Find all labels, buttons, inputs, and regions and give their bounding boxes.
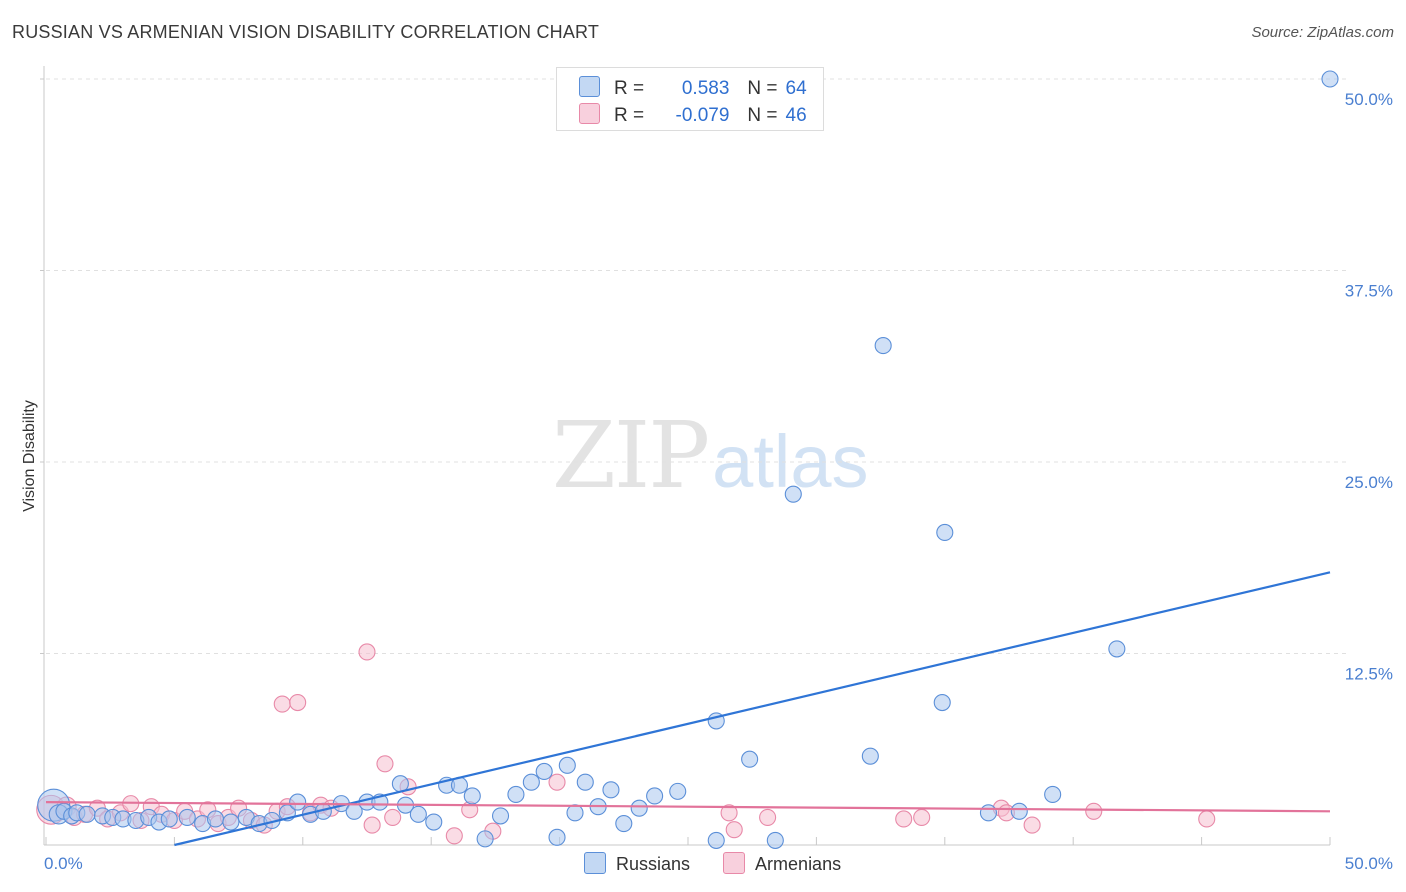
- point-russians: [476, 830, 494, 848]
- y-tick-label: 37.5%: [1345, 282, 1393, 301]
- series-label-russians: Russians: [616, 854, 691, 874]
- series-swatch-russians: [584, 852, 606, 874]
- point-russians: [160, 810, 178, 828]
- series-legend: Russians Armenians: [584, 852, 869, 875]
- point-russians: [206, 810, 225, 828]
- point-russians: [861, 747, 879, 765]
- point-armenians: [376, 755, 394, 773]
- point-russians: [78, 805, 96, 823]
- trendline-armenians: [45, 801, 1331, 813]
- point-russians: [707, 831, 725, 849]
- point-russians: [463, 787, 481, 805]
- point-russians: [178, 808, 196, 826]
- point-russians: [1108, 640, 1126, 658]
- point-russians: [558, 756, 576, 774]
- point-russians: [425, 813, 443, 831]
- y-tick-label: 25.0%: [1345, 473, 1393, 492]
- point-armenians: [289, 693, 307, 712]
- point-russians: [1321, 70, 1339, 88]
- point-russians: [409, 805, 427, 823]
- y-tick-label: 12.5%: [1345, 665, 1393, 684]
- chart-title: RUSSIAN VS ARMENIAN VISION DISABILITY CO…: [12, 22, 600, 42]
- point-russians: [979, 804, 998, 822]
- legend-r-value: 0.583: [681, 78, 730, 99]
- x-tick-label: 0.0%: [44, 854, 83, 873]
- point-armenians: [725, 821, 743, 839]
- legend-n-label: N =: [747, 78, 778, 99]
- point-armenians: [1198, 810, 1216, 828]
- point-armenians: [273, 695, 291, 713]
- point-armenians: [1023, 816, 1041, 834]
- point-russians: [933, 693, 951, 712]
- point-russians: [576, 773, 594, 791]
- point-russians: [535, 762, 553, 781]
- legend-n-label: N =: [747, 105, 778, 126]
- point-russians: [507, 785, 525, 803]
- point-armenians: [720, 804, 738, 822]
- legend-r-label: R =: [614, 105, 645, 126]
- point-russians: [874, 337, 892, 355]
- point-russians: [646, 787, 664, 805]
- point-russians: [289, 793, 307, 811]
- point-russians: [669, 782, 687, 800]
- point-russians: [491, 807, 510, 825]
- point-russians: [766, 831, 784, 849]
- series-legend-item-russians[interactable]: Russians: [584, 852, 690, 875]
- legend-n-value: 46: [785, 105, 807, 126]
- point-russians: [630, 799, 648, 817]
- point-russians: [602, 781, 620, 799]
- point-russians: [1010, 802, 1028, 820]
- source-label: Source: ZipAtlas.com: [1251, 24, 1394, 41]
- point-russians: [548, 828, 566, 846]
- point-russians: [222, 813, 240, 831]
- point-armenians: [1085, 802, 1103, 820]
- point-russians: [522, 773, 540, 791]
- legend-row-russians: R = 0.583 N = 64: [579, 76, 807, 100]
- point-armenians: [759, 808, 777, 826]
- point-russians: [784, 485, 802, 503]
- point-armenians: [363, 816, 381, 834]
- x-tick-label: 50.0%: [1345, 854, 1393, 873]
- point-armenians: [913, 808, 931, 826]
- legend-n-value: 64: [785, 78, 807, 99]
- point-armenians: [548, 773, 566, 791]
- series-legend-item-armenians[interactable]: Armenians: [723, 852, 841, 875]
- point-russians: [566, 804, 584, 822]
- point-armenians: [384, 808, 402, 826]
- legend-row-armenians: R = -0.079 N = 46: [579, 103, 807, 127]
- trendline-russians: [174, 571, 1331, 847]
- point-armenians: [445, 827, 463, 845]
- point-russians: [1044, 785, 1062, 803]
- legend-r-value: -0.079: [675, 105, 730, 126]
- point-russians: [936, 523, 954, 542]
- legend-swatch-armenians: [579, 103, 600, 124]
- legend-r-label: R =: [614, 78, 645, 99]
- point-armenians: [358, 643, 376, 661]
- point-russians: [741, 750, 759, 768]
- legend-swatch-russians: [579, 76, 600, 97]
- series-swatch-armenians: [723, 852, 746, 874]
- series-label-armenians: Armenians: [755, 854, 842, 874]
- correlation-legend: R = 0.583 N = 64 R = -0.079 N = 46: [556, 67, 824, 131]
- point-russians: [615, 815, 633, 833]
- point-armenians: [895, 810, 913, 828]
- y-tick-label: 50.0%: [1345, 90, 1393, 109]
- y-axis-label: Vision Disability: [21, 400, 38, 512]
